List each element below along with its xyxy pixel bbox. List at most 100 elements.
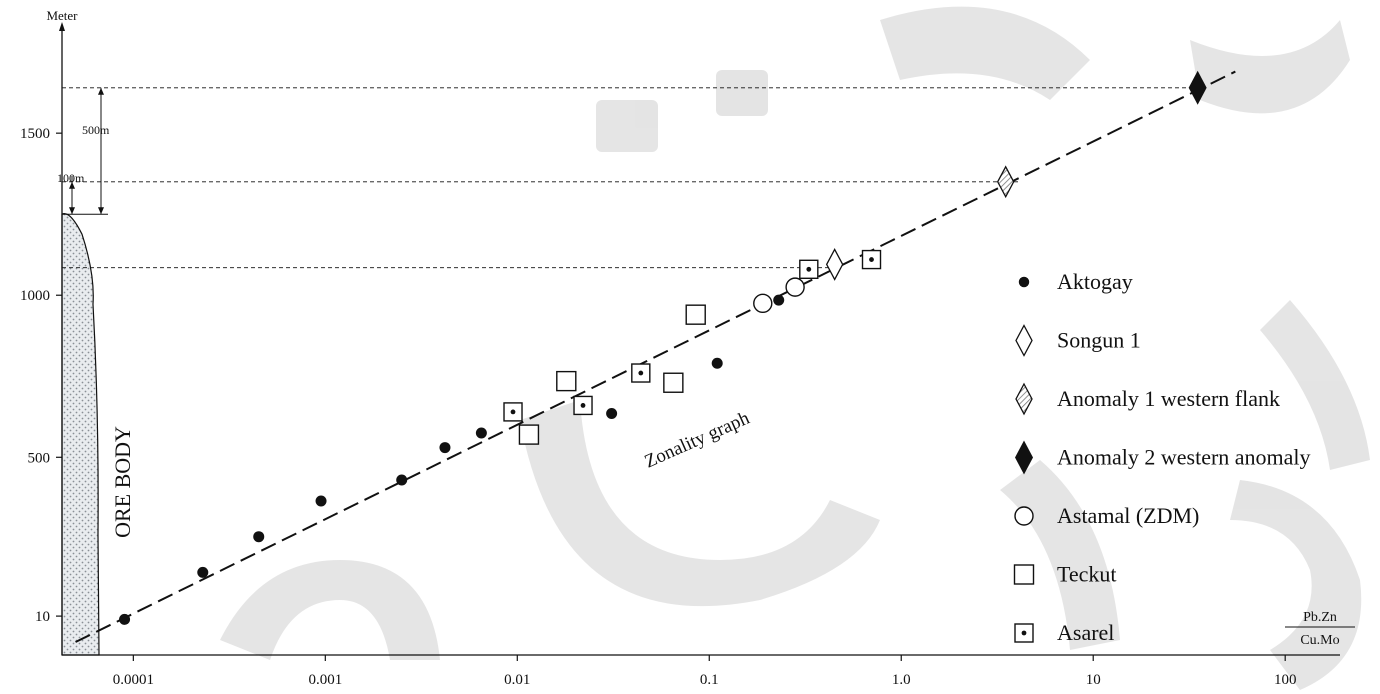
x-tick-label: 10 xyxy=(1086,672,1101,688)
marker-shape xyxy=(556,370,577,392)
marker-shape xyxy=(1013,564,1035,585)
series-astamal-zdm- xyxy=(753,277,805,314)
legend-item: Teckut xyxy=(1013,562,1117,587)
legend-marker xyxy=(1014,623,1034,643)
legend-label: Anomaly 1 western flank xyxy=(1057,386,1280,411)
data-point xyxy=(753,293,773,314)
x-tick-label: 0.01 xyxy=(504,672,530,688)
marker-dot xyxy=(869,257,874,262)
data-point xyxy=(773,294,785,306)
data-points xyxy=(119,70,1207,625)
data-point xyxy=(711,357,723,369)
data-point xyxy=(996,165,1015,199)
data-point xyxy=(663,372,684,393)
y-tick-label: 1000 xyxy=(20,288,50,304)
legend-item: Anomaly 2 western anomaly xyxy=(1015,440,1311,475)
data-point xyxy=(119,613,131,625)
legend-label: Aktogay xyxy=(1057,269,1133,294)
marker-shape xyxy=(685,304,706,325)
marker-shape xyxy=(1015,324,1033,357)
span-500-label: 500m xyxy=(82,123,110,137)
data-point xyxy=(556,370,577,392)
y-tick-label: 500 xyxy=(28,450,51,466)
trend-label: Zonality graph xyxy=(641,407,753,472)
data-point xyxy=(396,474,408,486)
marker-dot xyxy=(638,370,644,376)
ore-body-label: ORE BODY xyxy=(110,426,135,538)
legend-label: Asarel xyxy=(1057,620,1114,645)
data-point xyxy=(253,531,265,543)
marker-shape xyxy=(711,357,723,369)
data-point xyxy=(573,395,593,416)
marker-dot xyxy=(510,409,516,415)
x-axis-numerator: Pb.Zn xyxy=(1303,610,1337,625)
watermark xyxy=(220,6,1370,690)
series-anomaly-1-western-flank xyxy=(996,165,1015,199)
trend-line xyxy=(75,70,1236,643)
legend-label: Astamal (ZDM) xyxy=(1057,503,1199,528)
marker-shape xyxy=(1015,440,1033,475)
marker-shape xyxy=(825,248,844,281)
legend-marker xyxy=(1015,382,1033,416)
marker-dot xyxy=(806,266,812,272)
data-point xyxy=(606,408,618,420)
legend-marker xyxy=(1015,440,1033,475)
marker-shape xyxy=(1014,506,1034,526)
axes: Meter 10 500 1000 1500 0.0001 0.001 0.01 0.1 1.0 1… xyxy=(20,8,1355,688)
x-axis-denominator: Cu.Mo xyxy=(1300,633,1339,648)
marker-shape xyxy=(518,424,540,445)
legend-marker xyxy=(1015,324,1033,357)
marker-shape xyxy=(396,474,408,486)
legend-item: Songun 1 xyxy=(1015,324,1141,357)
series-aktogay xyxy=(119,294,785,625)
data-point xyxy=(475,427,487,439)
y-tick-label: 10 xyxy=(35,609,50,625)
marker-shape xyxy=(1188,70,1207,105)
data-point xyxy=(785,277,805,297)
data-point xyxy=(861,249,882,270)
series-anomaly-2-western-anomaly xyxy=(1188,70,1207,105)
legend-item: Asarel xyxy=(1014,620,1114,645)
series-songun-1 xyxy=(825,248,844,281)
x-tick-label: 1.0 xyxy=(892,672,911,688)
span-100-arrows xyxy=(69,181,75,215)
marker-shape xyxy=(1015,382,1033,416)
legend-label: Anomaly 2 western anomaly xyxy=(1057,445,1311,470)
x-tick-label: 0.1 xyxy=(700,672,719,688)
data-point xyxy=(799,259,819,279)
data-point xyxy=(439,442,451,454)
reference-level-lines: 500m 100m xyxy=(57,87,1190,269)
legend-item: Anomaly 1 western flank xyxy=(1015,382,1280,416)
marker-dot xyxy=(1021,630,1027,636)
x-tick-label: 100 xyxy=(1274,672,1297,688)
marker-shape xyxy=(197,566,209,578)
legend: Aktogay Songun 1 Anomaly 1 western flank An… xyxy=(1013,269,1311,645)
legend-item: Astamal (ZDM) xyxy=(1014,503,1199,528)
data-point xyxy=(315,495,327,507)
marker-shape xyxy=(119,613,131,625)
marker-dot xyxy=(580,403,586,408)
data-point xyxy=(503,402,523,422)
marker-shape xyxy=(475,427,487,439)
legend-marker xyxy=(1013,564,1035,585)
marker-shape xyxy=(753,293,773,314)
x-tick-label: 0.001 xyxy=(308,672,342,688)
y-tick-label: 1500 xyxy=(20,126,50,142)
data-point xyxy=(197,566,209,578)
data-point xyxy=(1188,70,1207,105)
marker-shape xyxy=(315,495,327,507)
series-teckut xyxy=(518,304,706,445)
data-point xyxy=(631,363,651,383)
legend-label: Songun 1 xyxy=(1057,328,1141,353)
ore-body-layer: ORE BODY xyxy=(61,213,135,656)
ore-body xyxy=(61,213,100,656)
legend-marker xyxy=(1014,506,1034,526)
y-axis-title: Meter xyxy=(46,8,78,23)
y-axis-arrow xyxy=(59,22,65,31)
marker-shape xyxy=(606,408,618,420)
marker-shape xyxy=(253,531,265,543)
marker-shape xyxy=(663,372,684,393)
data-point xyxy=(518,424,540,445)
data-point xyxy=(685,304,706,325)
